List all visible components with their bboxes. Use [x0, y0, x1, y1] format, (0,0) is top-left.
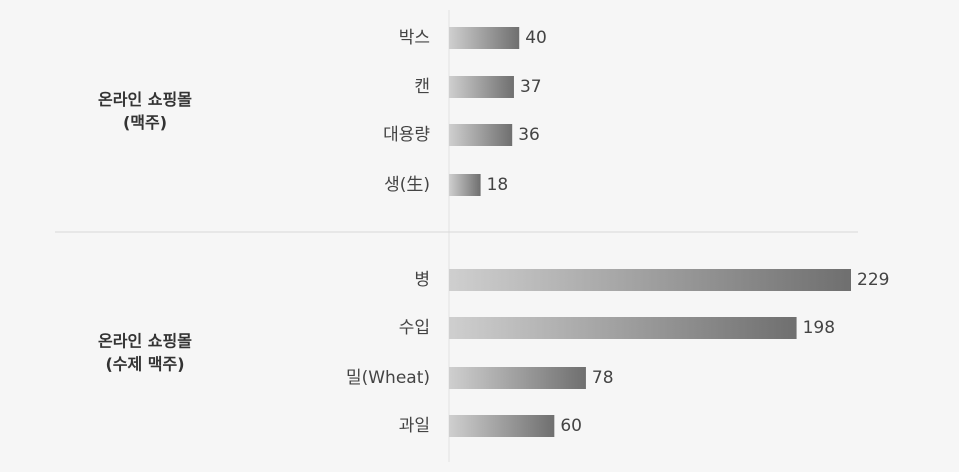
group-label: (맥주) [123, 113, 167, 132]
value-label: 78 [592, 368, 614, 388]
category-label: 대용량 [383, 125, 430, 145]
bar [449, 76, 514, 98]
category-label: 캔 [414, 77, 430, 97]
category-label: 박스 [399, 28, 430, 48]
value-label: 198 [803, 318, 835, 338]
value-label: 229 [857, 270, 889, 290]
category-label: 병 [414, 270, 430, 290]
group-label: 온라인 쇼핑몰 [98, 332, 192, 351]
bar [449, 269, 851, 291]
value-label: 18 [487, 175, 509, 195]
value-label: 60 [560, 416, 582, 436]
value-label: 36 [518, 125, 540, 145]
category-label: 생(生) [384, 175, 430, 195]
bar [449, 27, 520, 49]
group-label: (수제 맥주) [105, 355, 184, 374]
bar [449, 124, 513, 146]
value-label: 40 [525, 28, 547, 48]
bar [449, 415, 555, 437]
group-label: 온라인 쇼핑몰 [98, 90, 192, 109]
bar [449, 317, 797, 339]
value-label: 37 [520, 77, 542, 97]
category-label: 과일 [399, 416, 430, 436]
bar [449, 174, 481, 196]
bar [449, 367, 586, 389]
category-label: 밀(Wheat) [346, 368, 430, 388]
category-label: 수입 [399, 318, 430, 338]
